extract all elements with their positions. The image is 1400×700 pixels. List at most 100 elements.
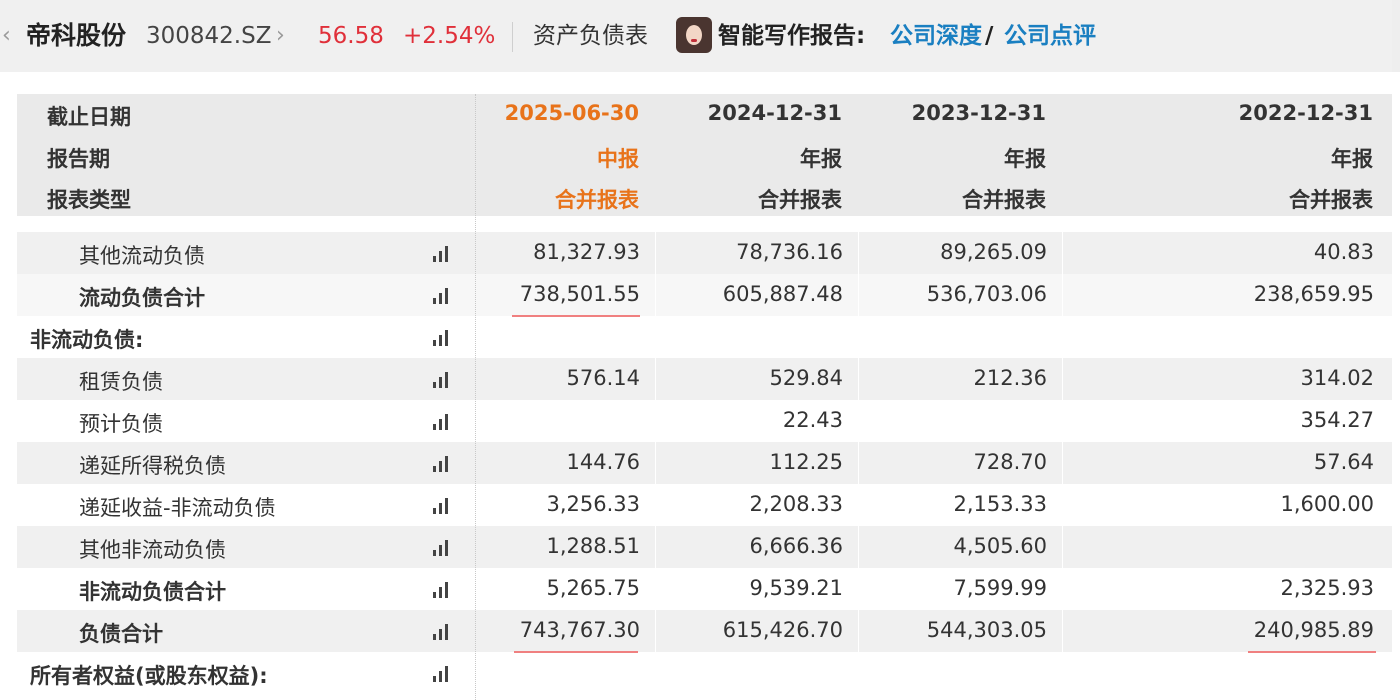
bar-chart-icon[interactable] [433,286,453,304]
back-chevron-icon[interactable]: ‹ [2,23,11,48]
row-label: 非流动负债: [30,328,144,352]
table-row[interactable]: 非流动负债: [17,316,1392,358]
table-row[interactable]: 负债合计 743,767.30 615,426.70 544,303.05 24… [17,610,1392,652]
row-value: 2,153.33 [953,492,1047,516]
row-label: 所有者权益(或股东权益): [30,664,268,688]
column-period-3: 年报 [1004,147,1046,171]
row-value: 1,288.51 [546,534,640,558]
table-row[interactable]: 所有者权益(或股东权益): [17,652,1392,694]
row-value: 615,426.70 [722,618,843,642]
table-row[interactable]: 递延收益-非流动负债 3,256.33 2,208.33 2,153.33 1,… [17,484,1392,526]
row-label: 预计负债 [79,412,163,436]
ai-report-label: 智能写作报告: [718,23,866,49]
header-label-period: 报告期 [47,147,110,171]
header-label-date: 截止日期 [47,105,131,129]
table-row[interactable]: 其他流动负债 81,327.93 78,736.16 89,265.09 40.… [17,232,1392,274]
row-value: 576.14 [566,366,640,390]
row-value: 112.25 [769,450,843,474]
row-value: 314.02 [1300,366,1374,390]
row-value: 3,256.33 [546,492,640,516]
column-divider [1062,216,1063,700]
row-value: 78,736.16 [736,240,843,264]
column-period-2: 年报 [800,147,842,171]
header-label-type: 报表类型 [47,188,131,212]
row-value: 212.36 [973,366,1047,390]
row-value: 144.76 [566,450,640,474]
row-value: 743,767.30 [519,618,640,642]
company-deep-link[interactable]: 公司深度 [890,23,982,49]
column-date-4[interactable]: 2022-12-31 [1238,101,1373,125]
row-label: 其他流动负债 [79,244,205,268]
row-label: 其他非流动负债 [79,538,226,562]
avatar-face [686,25,702,45]
row-label: 非流动负债合计 [79,580,226,604]
row-label: 递延收益-非流动负债 [79,496,276,520]
stock-name[interactable]: 帝科股份 [26,21,127,50]
column-type-4: 合并报表 [1289,188,1373,212]
bar-chart-icon[interactable] [433,664,453,682]
link-separator: / [985,23,994,49]
column-period-1: 中报 [597,147,639,171]
row-value: 354.27 [1300,408,1374,432]
row-value: 40.83 [1313,240,1374,264]
highlight-underline [512,315,640,317]
forward-chevron-icon[interactable]: › [276,23,285,48]
row-label: 递延所得税负债 [79,454,226,478]
row-label: 租赁负债 [79,370,163,394]
stock-header-bar: ‹ 帝科股份 300842.SZ › 56.58 +2.54% 资产负债表 智能… [0,0,1400,72]
bar-chart-icon[interactable] [433,244,453,262]
column-date-2[interactable]: 2024-12-31 [707,101,842,125]
company-review-link[interactable]: 公司点评 [1004,23,1096,49]
row-value: 2,325.93 [1280,576,1374,600]
label-column-divider [475,94,476,700]
stock-code[interactable]: 300842.SZ [146,23,272,49]
row-value: 57.64 [1313,450,1374,474]
row-value: 7,599.99 [953,576,1047,600]
bar-chart-icon[interactable] [433,538,453,556]
bar-chart-icon[interactable] [433,370,453,388]
highlight-underline [514,651,638,653]
ai-writer-avatar[interactable] [676,17,712,53]
sheet-title: 资产负债表 [533,23,648,49]
column-date-1[interactable]: 2025-06-30 [504,101,639,125]
bar-chart-icon[interactable] [433,412,453,430]
stock-price: 56.58 [318,23,384,49]
row-value: 89,265.09 [940,240,1047,264]
row-value: 544,303.05 [926,618,1047,642]
row-value: 1,600.00 [1280,492,1374,516]
bar-chart-icon[interactable] [433,580,453,598]
row-label: 负债合计 [79,622,163,646]
column-divider [655,216,656,700]
row-value: 9,539.21 [749,576,843,600]
row-value: 4,505.60 [953,534,1047,558]
bar-chart-icon[interactable] [433,622,453,640]
scrolled-row-fragment [17,216,1392,232]
table-row[interactable]: 递延所得税负债 144.76 112.25 728.70 57.64 [17,442,1392,484]
table-row[interactable]: 流动负债合计 738,501.55 605,887.48 536,703.06 … [17,274,1392,316]
table-row[interactable]: 预计负债 22.43 354.27 [17,400,1392,442]
row-value: 240,985.89 [1253,618,1374,642]
column-period-4: 年报 [1331,147,1373,171]
row-value: 605,887.48 [722,282,843,306]
column-type-2: 合并报表 [758,188,842,212]
header-divider [512,22,513,52]
column-date-3[interactable]: 2023-12-31 [911,101,1046,125]
price-change: +2.54% [403,23,496,49]
bar-chart-icon[interactable] [433,496,453,514]
row-value: 238,659.95 [1253,282,1374,306]
highlight-underline [1248,651,1376,653]
column-type-3: 合并报表 [962,188,1046,212]
row-value: 738,501.55 [519,282,640,306]
row-value: 2,208.33 [749,492,843,516]
bar-chart-icon[interactable] [433,454,453,472]
row-value: 81,327.93 [533,240,640,264]
row-value: 529.84 [769,366,843,390]
bar-chart-icon[interactable] [433,328,453,346]
table-header: 截止日期 报告期 报表类型 2025-06-30 中报 合并报表 2024-12… [17,94,1392,216]
column-type-1: 合并报表 [555,188,639,212]
table-row[interactable]: 非流动负债合计 5,265.75 9,539.21 7,599.99 2,325… [17,568,1392,610]
table-row[interactable]: 租赁负债 576.14 529.84 212.36 314.02 [17,358,1392,400]
table-row[interactable]: 其他非流动负债 1,288.51 6,666.36 4,505.60 [17,526,1392,568]
row-value: 536,703.06 [926,282,1047,306]
avatar-lips [691,39,697,42]
